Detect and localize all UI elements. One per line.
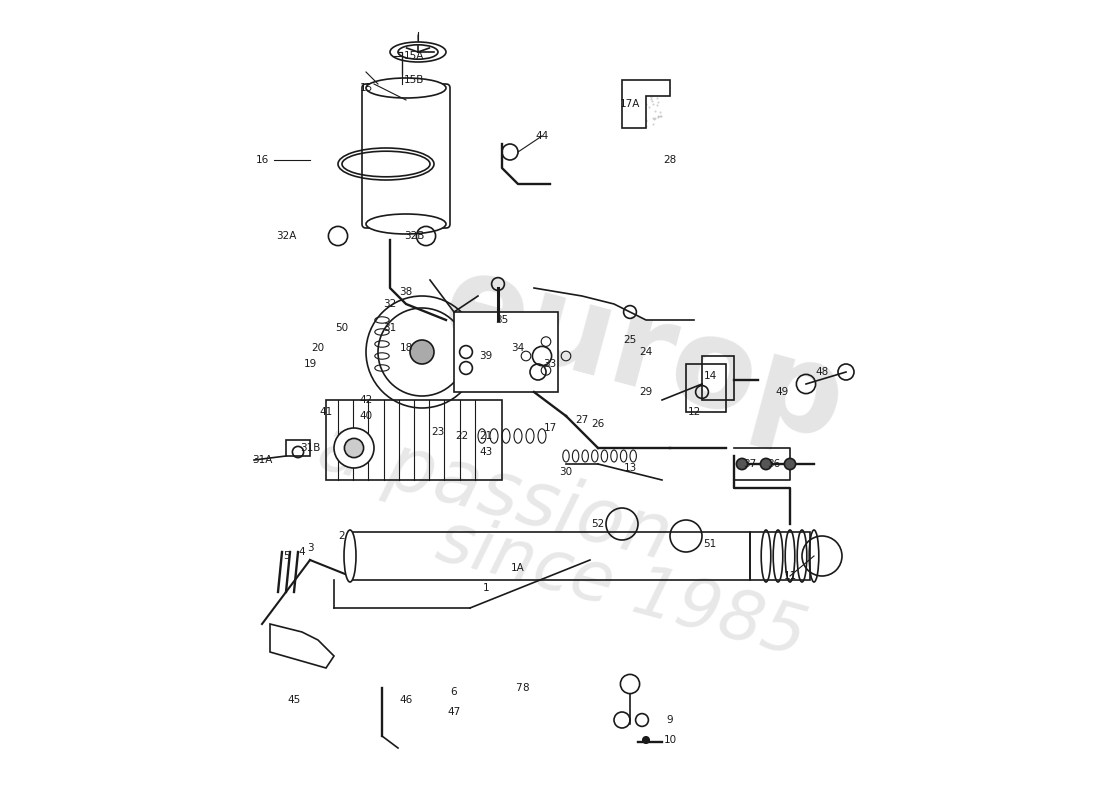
Bar [750,532,810,580]
Text: 6: 6 [451,687,458,697]
Text: since 1985: since 1985 [430,507,814,670]
Text: 26: 26 [592,419,605,429]
Text: 17: 17 [543,423,557,433]
Text: 21: 21 [480,431,493,441]
Text: 49: 49 [776,387,789,397]
Text: 31B: 31B [300,443,320,453]
Text: 47: 47 [448,707,461,717]
Text: 34: 34 [512,343,525,353]
Text: 36: 36 [768,459,781,469]
Text: 46: 46 [399,695,412,705]
Bar [350,532,750,580]
Text: 42: 42 [360,395,373,405]
Text: 8: 8 [522,683,529,693]
Text: 11: 11 [783,571,796,581]
Text: 18: 18 [399,343,412,353]
Text: 22: 22 [455,431,469,441]
Bar [702,356,734,400]
Text: 43: 43 [480,447,493,457]
Ellipse shape [398,45,438,59]
Text: 15A: 15A [404,51,425,61]
Text: 38: 38 [399,287,412,297]
Text: a passion: a passion [310,410,679,576]
Text: 51: 51 [703,539,716,549]
Text: 37: 37 [744,459,757,469]
Bar [286,440,310,456]
Text: 44: 44 [536,131,549,141]
Bar [686,364,726,412]
Text: 15B: 15B [404,75,425,85]
Circle shape [334,428,374,468]
Text: 3: 3 [307,543,314,553]
Text: 28: 28 [663,155,676,165]
Polygon shape [621,80,670,128]
Text: europ: europ [430,243,858,466]
Text: 1: 1 [483,583,490,593]
Text: 50: 50 [336,323,349,333]
Circle shape [760,458,771,470]
FancyBboxPatch shape [362,84,450,228]
Text: 39: 39 [480,351,493,361]
Text: 17A: 17A [619,99,640,109]
Text: 14: 14 [703,371,716,381]
Ellipse shape [366,78,446,98]
Bar [326,400,502,480]
Text: 32B: 32B [404,231,425,241]
Text: 4: 4 [299,547,306,557]
Text: 23: 23 [431,427,444,437]
Text: 32: 32 [384,299,397,309]
Text: 9: 9 [667,715,673,725]
Circle shape [642,737,649,743]
Bar [454,312,558,392]
Text: 19: 19 [304,359,317,369]
Text: 31: 31 [384,323,397,333]
Text: 41: 41 [319,407,332,417]
Polygon shape [270,624,334,668]
Text: 48: 48 [815,367,828,377]
Text: 16: 16 [255,155,268,165]
Text: 25: 25 [624,335,637,345]
Text: 13: 13 [624,463,637,473]
Text: 52: 52 [592,519,605,529]
Circle shape [410,340,435,364]
Text: 29: 29 [639,387,652,397]
Text: 30: 30 [560,467,573,477]
Circle shape [344,438,364,458]
Text: 45: 45 [287,695,300,705]
Text: 32A: 32A [276,231,296,241]
Text: 24: 24 [639,347,652,357]
Text: 1A: 1A [512,563,525,573]
Text: 40: 40 [360,411,373,421]
Text: 15: 15 [360,83,373,93]
Text: 31A: 31A [252,455,272,465]
Text: 33: 33 [543,359,557,369]
Circle shape [736,458,748,470]
Text: 12: 12 [688,407,701,417]
Text: 35: 35 [495,315,508,325]
Text: 7: 7 [515,683,521,693]
Ellipse shape [366,214,446,234]
Text: 2: 2 [339,531,345,541]
Text: 27: 27 [575,415,589,425]
Ellipse shape [390,42,446,62]
Circle shape [784,458,795,470]
Text: 20: 20 [311,343,324,353]
Text: 5: 5 [283,551,289,561]
Text: 10: 10 [663,735,676,745]
Ellipse shape [344,530,356,582]
